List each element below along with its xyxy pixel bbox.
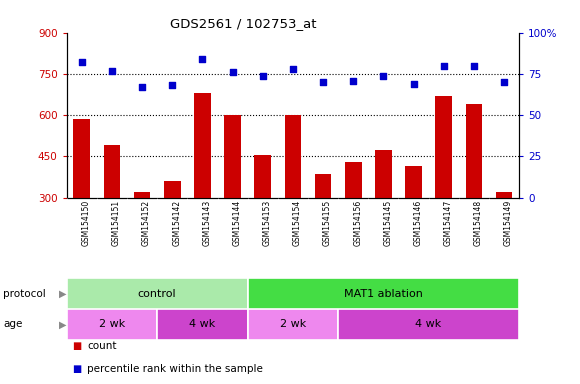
Point: [258, 73, 267, 79]
Point: [349, 78, 358, 84]
Point: [77, 59, 86, 65]
Bar: [436, 96, 452, 280]
Text: GSM154142: GSM154142: [172, 200, 182, 246]
Bar: [224, 115, 241, 280]
Point: [137, 84, 147, 90]
Text: GSM154150: GSM154150: [82, 200, 91, 247]
Point: [198, 56, 207, 62]
Text: ■: ■: [72, 364, 82, 374]
Point: [409, 81, 418, 87]
Text: GSM154149: GSM154149: [504, 200, 513, 247]
Point: [439, 63, 448, 69]
Text: GDS2561 / 102753_at: GDS2561 / 102753_at: [171, 17, 317, 30]
Text: GSM154147: GSM154147: [444, 200, 453, 247]
Bar: [74, 119, 90, 280]
Bar: [248, 278, 519, 309]
Point: [379, 73, 388, 79]
Text: GSM154156: GSM154156: [353, 200, 362, 247]
Point: [499, 79, 509, 85]
Bar: [285, 115, 301, 280]
Bar: [345, 162, 361, 280]
Point: [168, 83, 177, 89]
Bar: [134, 192, 150, 280]
Bar: [405, 166, 422, 280]
Text: ▶: ▶: [59, 289, 66, 299]
Bar: [315, 174, 331, 280]
Point: [318, 79, 328, 85]
Bar: [375, 150, 392, 280]
Text: GSM154154: GSM154154: [293, 200, 302, 247]
Bar: [255, 155, 271, 280]
Text: GSM154148: GSM154148: [474, 200, 483, 246]
Bar: [194, 93, 211, 280]
Bar: [338, 309, 519, 340]
Text: MAT1 ablation: MAT1 ablation: [344, 289, 423, 299]
Text: ■: ■: [72, 341, 82, 351]
Text: 2 wk: 2 wk: [280, 319, 306, 329]
Text: control: control: [138, 289, 176, 299]
Text: count: count: [87, 341, 117, 351]
Text: GSM154145: GSM154145: [383, 200, 393, 247]
Text: percentile rank within the sample: percentile rank within the sample: [87, 364, 263, 374]
Text: GSM154143: GSM154143: [202, 200, 212, 247]
Bar: [67, 278, 248, 309]
Text: GSM154144: GSM154144: [233, 200, 242, 247]
Point: [288, 66, 298, 72]
Text: 4 wk: 4 wk: [189, 319, 216, 329]
Text: 2 wk: 2 wk: [99, 319, 125, 329]
Point: [228, 69, 237, 75]
Bar: [164, 181, 180, 280]
Text: GSM154155: GSM154155: [323, 200, 332, 247]
Bar: [496, 192, 512, 280]
Bar: [67, 309, 157, 340]
Text: GSM154151: GSM154151: [112, 200, 121, 246]
Bar: [248, 309, 338, 340]
Text: protocol: protocol: [3, 289, 46, 299]
Bar: [104, 146, 120, 280]
Text: GSM154153: GSM154153: [263, 200, 272, 247]
Point: [107, 68, 117, 74]
Text: GSM154152: GSM154152: [142, 200, 151, 246]
Text: ▶: ▶: [59, 319, 66, 329]
Point: [469, 63, 478, 69]
Bar: [157, 309, 248, 340]
Text: age: age: [3, 319, 22, 329]
Bar: [466, 104, 482, 280]
Text: GSM154146: GSM154146: [414, 200, 423, 247]
Text: 4 wk: 4 wk: [415, 319, 442, 329]
